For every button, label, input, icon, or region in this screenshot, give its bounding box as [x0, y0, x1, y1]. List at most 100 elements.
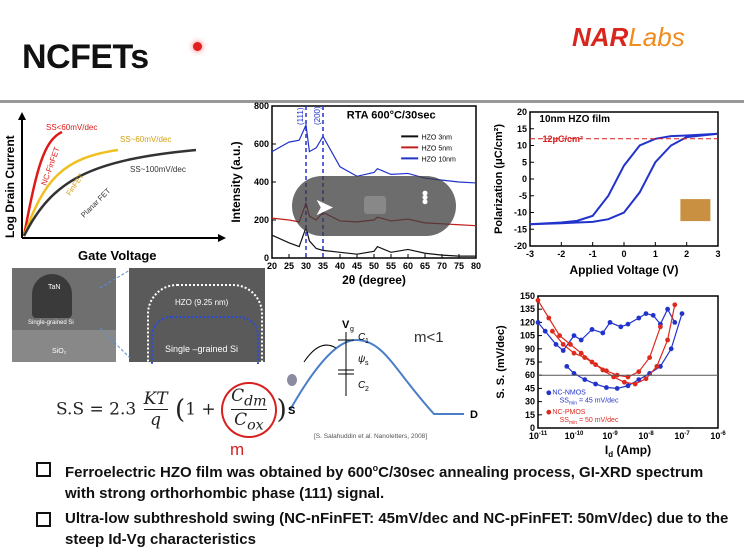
data-point	[560, 348, 566, 353]
schematic-id-vg: SS<60mV/dec NC-FinFET SS~60mV/dec FinFET…	[3, 112, 226, 263]
data-point	[560, 342, 566, 347]
svg-text:s: s	[365, 360, 369, 367]
data-point	[618, 324, 624, 330]
planar-fet-label: Planar FET	[79, 186, 112, 219]
x-tick-label: -3	[526, 249, 534, 259]
energy-band-diagram: V g C 1 ψ s C 2 S D m<1 [S. Salahuddin e…	[287, 319, 478, 440]
y-tick-label: 0	[522, 174, 527, 184]
data-point	[600, 330, 606, 336]
device-inset	[680, 199, 711, 222]
data-point	[643, 311, 649, 316]
y-tick-label: 75	[525, 357, 535, 367]
data-point	[564, 364, 570, 369]
x-axis-label: Applied Voltage (V)	[569, 263, 678, 277]
y-tick-label: 800	[254, 102, 269, 111]
data-point	[593, 381, 598, 387]
y-tick-label: -15	[514, 224, 527, 234]
y-tick-label: 5	[522, 157, 527, 167]
y-tick-label: 10	[517, 141, 527, 151]
data-point	[578, 337, 584, 343]
data-point	[535, 298, 541, 303]
data-point	[679, 311, 685, 316]
narlabs-logo: NARLabs	[572, 22, 685, 52]
slide-title: NCFETs	[22, 38, 149, 76]
series-line	[566, 313, 683, 390]
data-point	[632, 381, 638, 387]
bullet-item: Ferroelectric HZO film was obtained by 6…	[36, 458, 736, 504]
legend-nmos: NC-NMOS	[552, 390, 586, 397]
svg-text:SSmin = 45 mV/dec: SSmin = 45 mV/dec	[560, 397, 619, 406]
bullet-list: Ferroelectric HZO film was obtained by 6…	[36, 458, 736, 554]
data-point	[542, 328, 548, 334]
m-less-than-one: m<1	[414, 329, 444, 346]
y-tick-label: -20	[514, 241, 527, 251]
data-point	[672, 320, 678, 325]
svg-text:1: 1	[365, 338, 369, 345]
x-tick-label: 40	[335, 261, 345, 271]
x-tick-label: 25	[284, 261, 294, 271]
y-tick-label: 90	[525, 344, 535, 354]
x-tick-label: 10-8	[638, 431, 654, 441]
title-divider	[0, 100, 744, 103]
data-point	[665, 306, 670, 312]
data-point	[636, 369, 642, 375]
data-point	[568, 342, 573, 347]
screen-icon[interactable]	[364, 196, 386, 214]
y-tick-label: 30	[525, 397, 535, 407]
bullet-box-icon	[36, 512, 51, 527]
more-options-icon[interactable]: •••	[415, 190, 435, 203]
data-point	[625, 374, 631, 380]
data-point	[593, 362, 598, 368]
series-line	[529, 132, 719, 226]
peak-label: (111)	[296, 107, 305, 125]
data-point	[658, 364, 663, 369]
y-tick-label: 135	[520, 304, 535, 314]
y-tick-label: 400	[254, 177, 269, 187]
x-tick-label: 10-9	[602, 431, 618, 441]
x-tick-label: 35	[318, 261, 328, 271]
annotation: 12μC/cm²	[543, 134, 584, 144]
y-tick-label: 60	[525, 370, 535, 380]
data-point	[636, 315, 642, 321]
svg-text:g: g	[350, 326, 354, 333]
ss-60-label: SS~60mV/dec	[120, 135, 171, 144]
data-point	[668, 346, 674, 352]
x-tick-label: 1	[653, 249, 658, 259]
data-point	[604, 385, 609, 390]
data-point	[582, 355, 588, 360]
x-tick-label: 50	[369, 261, 379, 271]
legend-pmos: NC-PMOS	[552, 409, 585, 416]
tem-image-zoom: HZO (9.25 nm) Single –grained Si	[129, 268, 265, 366]
svg-text:C: C	[358, 332, 366, 343]
x-tick-label: 45	[352, 261, 362, 271]
x-axis-label: Id (Amp)	[605, 443, 651, 458]
x-tick-label: 10-6	[710, 431, 726, 441]
citation: [S. Salahuddin et al. Nanoletters, 2008]	[314, 433, 427, 440]
cursor-icon: ➤	[314, 194, 335, 221]
y-axis-label: Polarization (μC/cm²)	[493, 124, 505, 234]
svg-text:2: 2	[365, 386, 369, 393]
chart-title: RTA 600°C/30sec	[347, 109, 436, 121]
y-tick-label: 150	[520, 291, 535, 301]
x-tick-label: 2	[684, 249, 689, 259]
peak-label: (200)	[313, 106, 322, 125]
data-point	[658, 324, 663, 330]
ss-formula: S.S = 2.3 KT q (1 + Cdm Cox ) m	[56, 382, 287, 459]
y-tick-label: 0	[530, 423, 535, 433]
data-point	[589, 327, 595, 332]
data-point	[647, 371, 652, 376]
data-point	[557, 333, 562, 338]
data-point	[535, 320, 541, 325]
video-player-overlay[interactable]: ➤ •••	[292, 176, 456, 236]
series-line	[529, 132, 719, 226]
data-point	[654, 364, 660, 369]
x-tick-label: 80	[471, 261, 481, 271]
data-point	[607, 320, 613, 325]
data-point	[643, 376, 649, 382]
x-tick-label: 70	[437, 261, 447, 271]
x-tick-label: -1	[589, 249, 597, 259]
data-point	[622, 379, 627, 385]
data-point	[625, 321, 631, 327]
x-tick-label: 75	[454, 261, 464, 271]
